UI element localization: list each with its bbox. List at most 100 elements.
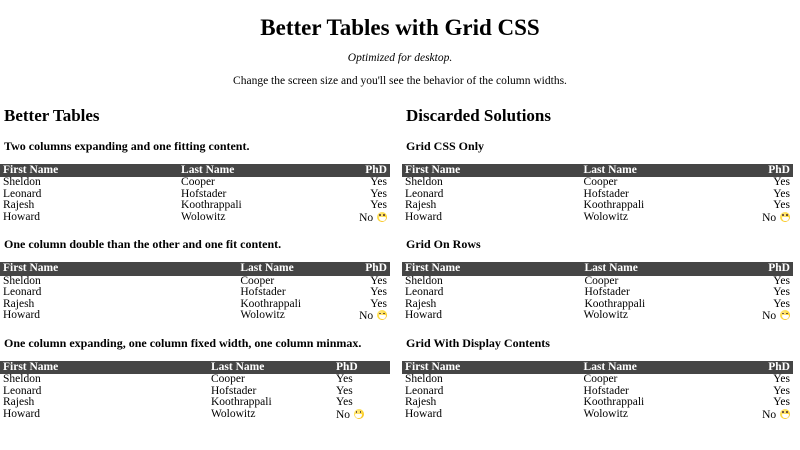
- table-caption-fixed-minmax: One column expanding, one column fixed w…: [4, 335, 362, 350]
- table-cell: Sheldon: [3, 275, 41, 287]
- column-header: Last Name: [580, 163, 760, 178]
- table-cell: Leonard: [3, 188, 42, 200]
- table-caption-grid-css-only: Grid CSS Only: [406, 138, 485, 153]
- column-header: First Name: [402, 360, 581, 375]
- table-cell: Yes: [773, 287, 790, 299]
- table-cell: Wolowitz: [583, 211, 628, 223]
- page-note: Change the screen size and you'll see th…: [233, 74, 567, 87]
- table-grid-display-contents: First Name Last Name PhD Sheldon Cooper Yes Le…: [402, 360, 793, 422]
- content-columns: Better Tables Two columns expanding and …: [0, 88, 793, 422]
- grinning-emoji: [780, 310, 790, 321]
- better-tables-column: Better Tables Two columns expanding and …: [0, 88, 390, 422]
- table-cell: Sheldon: [405, 374, 443, 386]
- column-header: Last Name: [580, 360, 760, 375]
- table-cell: Cooper: [240, 275, 275, 287]
- table-cell: Leonard: [405, 188, 444, 200]
- column-header: Last Name: [581, 262, 761, 276]
- table-cell: Yes: [336, 397, 353, 409]
- table-header-row: First Name Last Name PhD: [402, 262, 793, 276]
- table-cell: Rajesh: [405, 397, 437, 409]
- table-cell: Leonard: [3, 385, 42, 397]
- table-grid-css-only: First Name Last Name PhD Sheldon Cooper Yes Le…: [402, 163, 793, 225]
- table-cell: Cooper: [583, 374, 618, 386]
- table-cell: No: [759, 408, 793, 422]
- column-header: First Name: [0, 360, 208, 375]
- table-caption-grid-on-rows: Grid On Rows: [406, 237, 481, 252]
- table-cell: Wolowitz: [211, 408, 256, 420]
- column-header: PhD: [333, 360, 390, 375]
- table-cell: Howard: [3, 310, 41, 322]
- table-cell: No: [356, 310, 390, 323]
- table-cell: Hofstader: [583, 385, 629, 397]
- table-cell: Cooper: [583, 177, 618, 189]
- table-cell: Sheldon: [405, 177, 443, 189]
- table-cell: Koothrappali: [240, 298, 302, 310]
- table-cell: Koothrappali: [583, 397, 645, 409]
- table-row: Leonard Hofstader Yes: [402, 287, 793, 299]
- table-cell: Sheldon: [3, 374, 41, 386]
- column-header: PhD: [759, 360, 793, 375]
- table-cell: Howard: [405, 408, 443, 420]
- table-row: Sheldon Cooper Yes: [402, 276, 793, 288]
- table-cell: Yes: [336, 385, 353, 397]
- table-cell: Leonard: [3, 287, 42, 299]
- table-cell: Koothrappali: [181, 200, 242, 212]
- table-cell: Yes: [773, 385, 790, 397]
- table-cell: No: [356, 211, 390, 225]
- table-cell: Yes: [773, 177, 790, 189]
- discarded-solutions-column: Discarded Solutions Grid CSS Only First …: [402, 88, 793, 422]
- table-cell: Hofstader: [211, 385, 257, 397]
- table-cell: Yes: [370, 298, 387, 310]
- table-cell: Sheldon: [405, 275, 443, 287]
- page-title: Better Tables with Grid CSS: [260, 15, 540, 40]
- column-header: PhD: [759, 163, 793, 178]
- column-header: Last Name: [208, 360, 333, 375]
- grinning-emoji: [780, 211, 790, 222]
- table-cell: Howard: [3, 211, 41, 223]
- page-subtitle: Optimized for desktop.: [347, 51, 453, 64]
- table-cell: No: [333, 408, 390, 422]
- column-header: First Name: [0, 262, 238, 276]
- table-cell: Sheldon: [3, 177, 41, 189]
- table-caption-grid-display-contents: Grid With Display Contents: [406, 335, 550, 350]
- table-fixed-minmax: First Name Last Name PhD Sheldon Cooper Yes Le…: [0, 360, 390, 422]
- grinning-emoji: [377, 310, 387, 321]
- column-header: Last Name: [237, 262, 357, 276]
- table-cell: No: [759, 310, 793, 323]
- table-cell: Yes: [370, 188, 387, 200]
- column-header: First Name: [402, 163, 581, 178]
- table-cell: Leonard: [405, 287, 444, 299]
- table-cell: Yes: [370, 177, 387, 189]
- column-header: Last Name: [178, 163, 357, 178]
- column-header: PhD: [356, 163, 390, 178]
- table-cell: Yes: [336, 374, 353, 386]
- table-cell: Howard: [405, 211, 443, 223]
- table-cell: Hofstader: [584, 287, 630, 299]
- table-double-fit: First Name Last Name PhD Sheldon Cooper Yes Le…: [0, 262, 390, 323]
- table-cell: Hofstader: [583, 188, 629, 200]
- table-cell: Cooper: [584, 275, 619, 287]
- table-cell: Hofstader: [240, 287, 286, 299]
- table-cell: Rajesh: [405, 200, 437, 212]
- table-row: Rajesh Koothrappali Yes: [402, 299, 793, 311]
- table-cell: Koothrappali: [211, 397, 272, 409]
- table-cell: Howard: [405, 310, 443, 322]
- table-cell: Hofstader: [181, 188, 227, 200]
- table-grid-on-rows: First Name Last Name PhD Sheldon Cooper Yes Le…: [402, 262, 793, 323]
- table-cell: Rajesh: [3, 397, 35, 409]
- table-cell: Koothrappali: [583, 200, 645, 212]
- table-cell: Yes: [773, 397, 790, 409]
- column-heading-discarded-solutions: Discarded Solutions: [406, 105, 551, 125]
- table-cell: Yes: [773, 200, 790, 212]
- grinning-emoji: [353, 408, 364, 419]
- table-cell: Rajesh: [3, 200, 35, 212]
- column-header: First Name: [402, 262, 582, 276]
- table-cell: Yes: [370, 287, 387, 299]
- table-cell: Wolowitz: [583, 310, 628, 322]
- table-cell: Yes: [370, 200, 387, 212]
- table-cell: Yes: [773, 298, 790, 310]
- table-expand-fit: First Name Last Name PhD Sheldon Cooper Yes Le…: [0, 163, 390, 225]
- table-cell: Yes: [773, 275, 790, 287]
- table-cell: Yes: [773, 374, 790, 386]
- column-header: PhD: [356, 262, 390, 276]
